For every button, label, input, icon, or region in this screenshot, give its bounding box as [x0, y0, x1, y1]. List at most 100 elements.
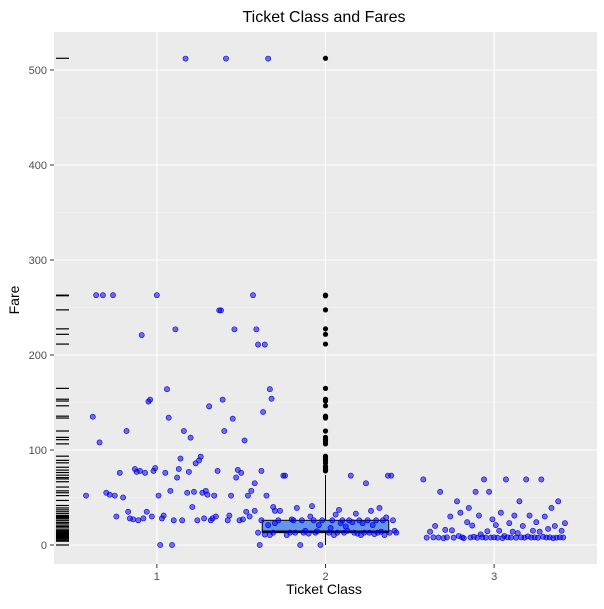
jitter-point — [268, 395, 275, 402]
jitter-point — [437, 488, 444, 495]
jitter-point — [420, 476, 427, 483]
jitter-point — [100, 292, 106, 299]
jitter-point — [212, 513, 219, 520]
jitter-point — [290, 517, 297, 524]
jitter-point — [182, 55, 189, 62]
jitter-point — [184, 489, 191, 496]
jitter-point — [282, 472, 288, 479]
jitter-point — [197, 453, 204, 460]
jitter-point — [243, 508, 250, 515]
jitter-point — [258, 517, 265, 524]
jitter-point — [476, 512, 482, 519]
jitter-point — [169, 542, 175, 548]
jitter-point — [233, 474, 240, 481]
jitter-point — [226, 512, 233, 519]
jitter-point — [138, 332, 145, 338]
outlier-point — [322, 331, 329, 337]
jitter-point — [170, 517, 177, 524]
jitter-point — [113, 513, 120, 520]
jitter-point — [484, 528, 491, 535]
jitter-point — [275, 517, 282, 524]
jitter-point — [189, 504, 196, 510]
jitter-point — [277, 507, 283, 514]
jitter-point — [332, 511, 339, 518]
jitter-point — [241, 437, 248, 444]
jitter-point — [423, 534, 430, 541]
jitter-point — [494, 534, 501, 541]
jitter-point — [325, 529, 332, 536]
jitter-point — [293, 505, 300, 511]
jitter-point — [142, 469, 148, 476]
jitter-point — [533, 519, 540, 526]
jitter-point — [393, 529, 400, 536]
jitter-point — [111, 492, 118, 499]
jitter-point — [435, 534, 442, 541]
jitter-point — [177, 455, 184, 462]
jitter-point — [336, 506, 342, 513]
jitter-point — [516, 498, 523, 505]
outlier-point — [322, 396, 329, 402]
jitter-point — [186, 468, 192, 475]
boxplot-layer — [261, 55, 390, 545]
jitter-point — [261, 341, 268, 348]
jitter-point — [148, 513, 155, 520]
jitter-point — [509, 528, 516, 535]
jitter-point — [272, 507, 278, 514]
jitter-point — [545, 525, 551, 532]
outlier-point — [322, 341, 329, 347]
jitter-point — [506, 520, 513, 527]
jitter-point — [376, 505, 383, 511]
jitter-point — [519, 523, 526, 529]
jitter-point — [238, 469, 245, 476]
jitter-point — [246, 513, 253, 520]
jitter-point — [319, 517, 326, 524]
jitter-point — [248, 487, 255, 494]
box-iqr — [261, 519, 390, 534]
jitter-point — [388, 472, 395, 479]
jitter-point — [265, 522, 272, 528]
jitter-point — [536, 528, 543, 535]
jitter-point — [327, 525, 334, 531]
jitter-point — [218, 307, 224, 314]
jitter-point — [361, 529, 368, 536]
jitter-point — [344, 527, 351, 534]
jitter-point — [364, 517, 371, 524]
jitter-point — [106, 491, 113, 498]
jitter-point — [270, 529, 277, 536]
jitter-point — [373, 517, 379, 524]
jitter-point — [465, 505, 472, 511]
jitter-point — [535, 534, 541, 541]
outlier-point — [322, 434, 329, 440]
jitter-point — [486, 488, 492, 495]
jitter-point — [489, 516, 496, 523]
jitter-point — [558, 527, 565, 534]
jitter-point — [172, 326, 179, 333]
jitter-point — [221, 428, 228, 434]
y-tick-label: 300 — [29, 255, 47, 267]
jitter-point — [164, 386, 170, 393]
jitter-point — [201, 515, 207, 522]
jitter-point — [116, 469, 123, 476]
jitter-point — [339, 517, 346, 524]
jitter-point — [551, 523, 558, 529]
jitter-point — [450, 534, 457, 541]
jitter-point — [162, 469, 169, 476]
jitter-point — [180, 428, 187, 434]
jitter-point — [538, 476, 545, 483]
jitter-point — [253, 326, 260, 333]
jitter-point — [174, 474, 181, 481]
jitter-point — [120, 494, 127, 501]
jitter-point — [255, 529, 261, 536]
jitter-point — [349, 519, 356, 526]
jitter-point — [265, 55, 272, 62]
jitter-point — [179, 517, 186, 524]
jitter-point — [523, 476, 530, 483]
jitter-point — [256, 542, 263, 548]
jitter-point — [548, 505, 555, 511]
jitter-point — [464, 519, 471, 526]
outlier-point — [322, 292, 329, 298]
y-axis-title: Fare — [6, 285, 22, 314]
jitter-point — [514, 530, 521, 537]
x-axis-title: Ticket Class — [286, 581, 362, 597]
jitter-point — [157, 542, 164, 548]
